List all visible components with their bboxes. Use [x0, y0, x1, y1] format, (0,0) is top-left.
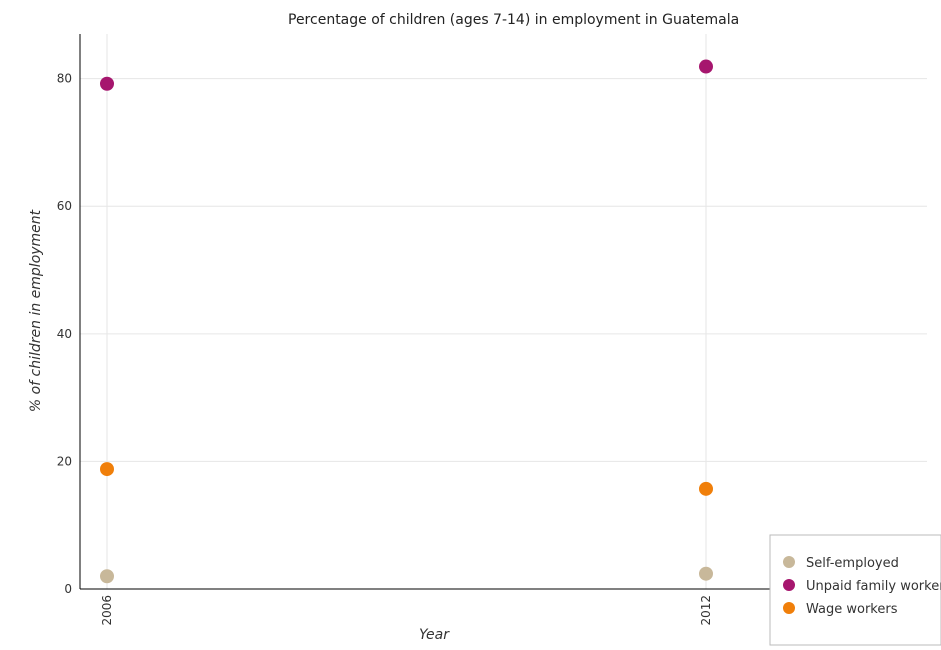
y-tick-label: 20: [57, 454, 72, 468]
legend-label: Self-employed: [806, 556, 899, 571]
point-self-employed-2006: [100, 569, 114, 584]
point-unpaid-family-workers-2006: [100, 76, 114, 91]
point-wage-workers-2006: [100, 462, 114, 477]
x-axis-label: Year: [419, 627, 450, 643]
y-tick-labels: 0 20 40 60 80: [57, 72, 72, 596]
point-self-employed-2012: [699, 566, 713, 581]
y-tick-label: 80: [57, 72, 72, 86]
legend: Self-employed Unpaid family workers Wage w…: [769, 534, 941, 646]
point-wage-workers-2012: [699, 481, 713, 496]
y-tick-label: 60: [57, 199, 72, 213]
legend-marker: [783, 602, 795, 614]
y-axis-label: % of children in employment: [28, 209, 44, 412]
point-unpaid-family-workers-2012: [699, 59, 713, 74]
data-points: [100, 59, 713, 584]
legend-marker: [783, 556, 795, 568]
gridlines: [80, 34, 927, 590]
legend-marker: [783, 579, 795, 591]
legend-label: Unpaid family workers: [806, 579, 941, 594]
chart-title: Percentage of children (ages 7-14) in em…: [288, 12, 739, 28]
y-tick-label: 0: [64, 582, 72, 596]
y-tick-label: 40: [57, 327, 72, 341]
x-tick-labels: 2006 2012: [100, 595, 713, 626]
legend-label: Wage workers: [806, 602, 898, 617]
x-tick-label: 2006: [100, 595, 114, 626]
x-tick-label: 2012: [699, 595, 713, 626]
legend-box: [769, 534, 941, 646]
